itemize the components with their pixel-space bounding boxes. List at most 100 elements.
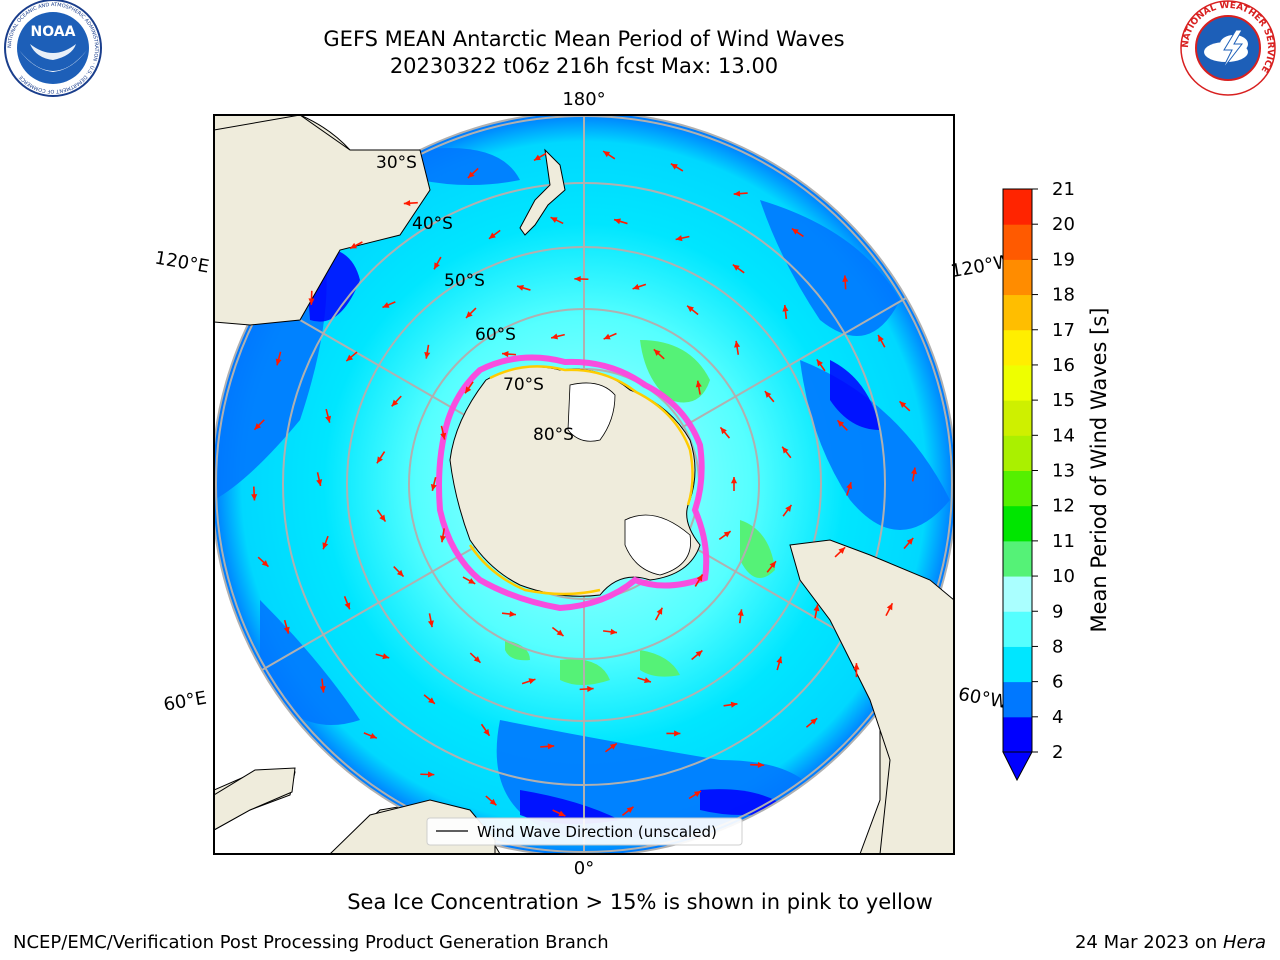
sea-ice-edge-pink xyxy=(436,354,710,612)
wave-arrow-head xyxy=(737,609,744,616)
wave-arrow-head xyxy=(574,275,581,283)
wave-arrow-head xyxy=(695,650,703,657)
nws-logo: NATIONAL WEATHER SERVICE xyxy=(1180,0,1276,96)
wave-arrow-head xyxy=(730,477,738,484)
wave-arrow-head xyxy=(396,569,404,577)
wave-arrow-head xyxy=(322,542,329,550)
wave-arrow-head xyxy=(465,386,472,394)
wave-arrow-head xyxy=(550,217,558,223)
colorbar-band xyxy=(1003,224,1032,260)
colorbar-band xyxy=(1003,470,1032,507)
wave-arrow-head xyxy=(674,730,681,737)
footer-date-text: 24 Mar 2023 on xyxy=(1074,932,1223,953)
wave-arrow-head xyxy=(670,163,678,170)
lat-label-40s: 40°S xyxy=(412,214,453,234)
wave-arrow-head xyxy=(473,656,481,663)
wave-arrow-head xyxy=(369,732,377,739)
wave-arrow-head xyxy=(733,190,741,197)
wave-arrow-head xyxy=(886,603,893,611)
colorbar-tick-label: 20 xyxy=(1052,214,1075,235)
wave-arrow-head xyxy=(632,283,640,290)
colorbar-tick-label: 6 xyxy=(1052,672,1063,693)
colorbar-band xyxy=(1003,611,1032,647)
wave-arrow-head xyxy=(687,305,694,313)
australia xyxy=(214,115,431,326)
wave-arrow-head xyxy=(695,380,702,388)
colorbar-tick-label: 15 xyxy=(1052,390,1075,411)
wave-arrow-head xyxy=(308,298,315,305)
wave-arrow-head xyxy=(468,578,476,584)
wave-arrow-head xyxy=(878,334,884,342)
wave-arrow-head xyxy=(254,423,262,430)
wave-arrow-head xyxy=(556,629,564,636)
wave-arrow-head xyxy=(813,604,820,612)
very-low-period-patches xyxy=(305,248,880,824)
colorbar-band xyxy=(1003,400,1032,436)
wave-arrow-head xyxy=(382,653,390,660)
wave-arrow-head xyxy=(842,275,849,282)
legend-label: Wind Wave Direction (unscaled) xyxy=(477,823,717,841)
colorbar-tick-label: 9 xyxy=(1052,601,1063,622)
wave-arrow-head xyxy=(283,626,290,634)
colorbar-bands xyxy=(1003,189,1032,753)
ice-shelf xyxy=(567,382,692,576)
colorbar-tick-label: 17 xyxy=(1052,320,1075,341)
colorbar-band xyxy=(1003,329,1032,366)
wave-arrow-head xyxy=(838,547,846,554)
wave-arrow-head xyxy=(837,420,845,427)
colorbar-band xyxy=(1003,576,1032,612)
wave-arrow-head xyxy=(465,311,473,318)
green-patches xyxy=(505,340,775,685)
wave-arrow-head xyxy=(488,232,496,239)
wave-arrow-head xyxy=(853,663,860,670)
wave-arrow-head xyxy=(782,304,789,312)
wave-arrow-head xyxy=(609,743,617,750)
colorbar-label: Mean Period of Wind Waves [s] xyxy=(1087,308,1111,633)
colorbar-band xyxy=(1003,716,1032,753)
colorbar-tick-label: 18 xyxy=(1052,285,1075,306)
wave-arrow-head xyxy=(644,677,651,684)
wave-arrow-head xyxy=(427,620,434,628)
colorbar-tick-label: 4 xyxy=(1052,707,1063,728)
wave-arrow-head xyxy=(906,537,914,545)
wave-arrow-head xyxy=(319,685,326,693)
wave-arrow-head xyxy=(533,154,541,161)
colorbar-tick-label: 13 xyxy=(1052,461,1075,482)
chart-subtitle: 20230322 t06z 216h fcst Max: 13.00 xyxy=(389,54,779,78)
wave-arrow-head xyxy=(379,514,386,522)
wave-arrow-head xyxy=(764,391,772,398)
south-america xyxy=(789,539,954,854)
wave-arrow-head xyxy=(675,235,683,242)
wave-arrow-head xyxy=(730,701,738,708)
noaa-logo-text: NOAA xyxy=(31,24,76,40)
colorbar-band xyxy=(1003,259,1032,296)
wave-arrow-head xyxy=(696,574,703,582)
wave-arrow-head xyxy=(558,810,566,817)
wave-arrow-head xyxy=(720,427,727,435)
lat-label-80s: 80°S xyxy=(533,425,574,445)
wave-arrow-head xyxy=(603,151,611,158)
wave-arrow-head xyxy=(440,432,447,440)
wave-arrow-head xyxy=(428,697,435,704)
sea-ice-edge-yellow xyxy=(468,365,694,596)
wave-arrow-head xyxy=(723,531,731,538)
colorbar-band xyxy=(1003,681,1032,718)
wave-arrow-head xyxy=(899,401,907,408)
colorbar-band xyxy=(1003,435,1032,471)
wave-arrow-head xyxy=(489,798,497,806)
chart-title: GEFS MEAN Antarctic Mean Period of Wind … xyxy=(323,27,845,51)
wave-arrow-head xyxy=(376,456,383,464)
wave-arrow-head xyxy=(344,602,351,610)
wave-arrow-head xyxy=(316,479,323,486)
wave-arrow-head xyxy=(587,685,594,692)
colorbar-ticks: 2 4 6 8 9 10 11 12 13 14 15 16 17 18 19 20 21 xyxy=(1032,179,1075,763)
wave-arrow-head xyxy=(439,535,446,543)
wave-arrow-head xyxy=(547,743,555,750)
colorbar-tick-label: 14 xyxy=(1052,425,1075,446)
colorbar-tick-label: 2 xyxy=(1052,742,1063,763)
footer-host: Hera xyxy=(1222,932,1266,953)
map-frame xyxy=(213,114,955,855)
wave-arrow-head xyxy=(614,218,621,225)
wave-arrow-head xyxy=(434,262,440,270)
